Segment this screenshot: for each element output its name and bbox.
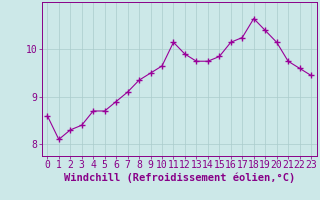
X-axis label: Windchill (Refroidissement éolien,°C): Windchill (Refroidissement éolien,°C) bbox=[64, 173, 295, 183]
